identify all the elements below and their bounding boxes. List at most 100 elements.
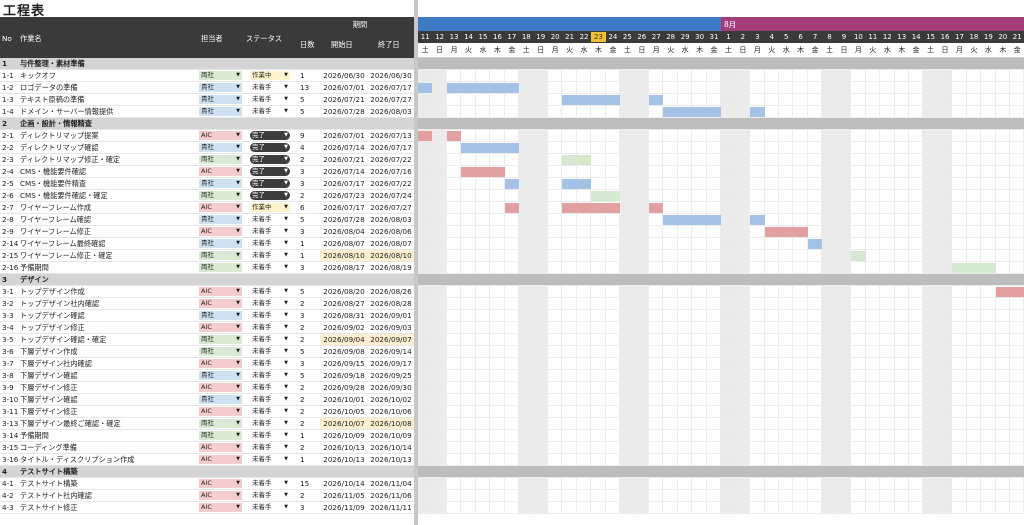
status-select[interactable]: 未着手 ▼ [250,299,290,308]
status-select[interactable]: 未着手 ▼ [250,407,290,416]
owner-select[interactable]: AIC ▼ [199,203,242,212]
status-select[interactable]: 未着手 ▼ [250,347,290,356]
owner-select[interactable]: AIC ▼ [199,167,242,176]
owner-select[interactable]: AIC ▼ [199,443,242,452]
status-select[interactable]: 未着手 ▼ [250,455,290,464]
owner-select[interactable]: AIC ▼ [199,455,242,464]
status-select[interactable]: 未着手 ▼ [250,383,290,392]
owner-select[interactable]: AIC ▼ [199,407,242,416]
gantt-cell [808,406,823,417]
status-select[interactable]: 未着手 ▼ [250,359,290,368]
owner-select[interactable]: AIC ▼ [199,287,242,296]
owner-select[interactable]: 貴社 ▼ [199,143,242,152]
status-select[interactable]: 未着手 ▼ [250,239,290,248]
gantt-cell [591,142,606,153]
gantt-cell [996,262,1011,273]
status-select[interactable]: 完了 ▼ [250,143,290,152]
gantt-cell [880,106,895,117]
owner-select[interactable]: 両社 ▼ [199,155,242,164]
gantt-cell [721,310,736,321]
owner-select[interactable]: 貴社 ▼ [199,83,242,92]
owner-select[interactable]: AIC ▼ [199,131,242,140]
status-select[interactable]: 完了 ▼ [250,179,290,188]
gantt-cell [923,298,938,309]
owner-select[interactable]: 両社 ▼ [199,419,242,428]
frozen-divider[interactable] [414,0,418,525]
owner-select[interactable]: 貴社 ▼ [199,215,242,224]
gantt-cell [548,382,563,393]
status-select[interactable]: 未着手 ▼ [250,215,290,224]
owner-select[interactable]: AIC ▼ [199,227,242,236]
owner-select[interactable]: 両社 ▼ [199,335,242,344]
status-select[interactable]: 完了 ▼ [250,131,290,140]
gantt-cell [895,418,909,429]
owner-select[interactable]: 貴社 ▼ [199,371,242,380]
chevron-down-icon: ▼ [284,72,288,78]
gantt-cell [895,130,909,141]
status-select[interactable]: 未着手 ▼ [250,491,290,500]
gantt-cell [562,190,577,201]
gantt-cell [461,106,476,117]
status-select[interactable]: 作業中 ▼ [250,203,290,212]
gantt-cell [909,142,924,153]
gantt-cell [822,190,837,201]
status-select[interactable]: 未着手 ▼ [250,335,290,344]
owner-select[interactable]: AIC ▼ [199,323,242,332]
gantt-cell [721,418,736,429]
owner-select[interactable]: 両社 ▼ [199,191,242,200]
status-select[interactable]: 未着手 ▼ [250,95,290,104]
owner-select[interactable]: 両社 ▼ [199,251,242,260]
gantt-cell [967,70,982,81]
gantt-cell [447,178,462,189]
row-no: 3-2 [2,299,14,308]
owner-select[interactable]: 貴社 ▼ [199,179,242,188]
owner-select[interactable]: 両社 ▼ [199,431,242,440]
schedule-bar [995,287,1024,297]
owner-select[interactable]: 両社 ▼ [199,71,242,80]
gantt-cell [418,370,433,381]
owner-select[interactable]: AIC ▼ [199,299,242,308]
status-select[interactable]: 作業中 ▼ [250,71,290,80]
status-select[interactable]: 未着手 ▼ [250,323,290,332]
status-select[interactable]: 未着手 ▼ [250,431,290,440]
status-select[interactable]: 未着手 ▼ [250,107,290,116]
gantt-cell [735,346,751,357]
status-select[interactable]: 未着手 ▼ [250,227,290,236]
owner-select[interactable]: AIC ▼ [199,503,242,512]
owner-select[interactable]: AIC ▼ [199,479,242,488]
status-select[interactable]: 未着手 ▼ [250,311,290,320]
status-select[interactable]: 完了 ▼ [250,155,290,164]
status-select[interactable]: 未着手 ▼ [250,479,290,488]
owner-select[interactable]: AIC ▼ [199,383,242,392]
gantt-cell [793,214,808,225]
task-name: トップデザイン確認・確定 [20,335,107,344]
gantt-cell [952,370,967,381]
owner-select[interactable]: 両社 ▼ [199,263,242,272]
status-select[interactable]: 完了 ▼ [250,167,290,176]
owner-select[interactable]: AIC ▼ [199,359,242,368]
owner-select[interactable]: 貴社 ▼ [199,311,242,320]
status-select[interactable]: 未着手 ▼ [250,419,290,428]
status-select[interactable]: 完了 ▼ [250,191,290,200]
status-select[interactable]: 未着手 ▼ [250,443,290,452]
gantt-cell [476,322,491,333]
gantt-cell [577,226,592,237]
gantt-cell [866,394,881,405]
owner-select[interactable]: 貴社 ▼ [199,107,242,116]
owner-select[interactable]: 貴社 ▼ [199,239,242,248]
status-select[interactable]: 未着手 ▼ [250,263,290,272]
status-select[interactable]: 未着手 ▼ [250,287,290,296]
owner-select[interactable]: 貴社 ▼ [199,395,242,404]
status-select[interactable]: 未着手 ▼ [250,395,290,404]
status-select[interactable]: 未着手 ▼ [250,83,290,92]
owner-select[interactable]: 両社 ▼ [199,347,242,356]
status-select[interactable]: 未着手 ▼ [250,251,290,260]
status-select[interactable]: 未着手 ▼ [250,503,290,512]
gantt-cell [620,214,635,225]
gantt-cell [967,418,982,429]
owner-select[interactable]: 貴社 ▼ [199,95,242,104]
owner-select[interactable]: AIC ▼ [199,491,242,500]
gantt-cell [692,94,707,105]
status-select[interactable]: 未着手 ▼ [250,371,290,380]
gantt-cell [519,310,534,321]
